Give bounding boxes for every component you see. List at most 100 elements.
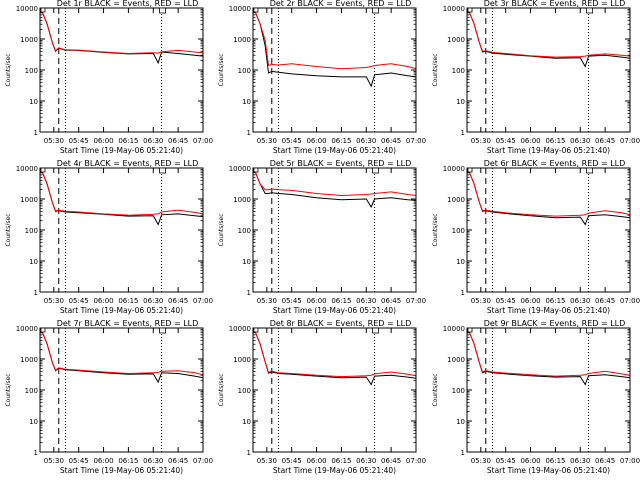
x-tick-label: 05:45: [496, 137, 516, 145]
x-tick-label: 05:30: [257, 137, 277, 145]
x-axis-label: Start Time (19-May-06 05:21:40): [60, 466, 183, 475]
x-tick-label: 05:45: [69, 137, 89, 145]
y-tick-label: 100: [238, 227, 251, 235]
x-tick-label: 06:00: [520, 137, 540, 145]
y-axis-label: Counts/sec: [432, 53, 439, 86]
y-tick-label: 10000: [16, 5, 38, 13]
x-tick-label: 06:15: [331, 457, 351, 465]
plot-frame: [466, 7, 631, 133]
x-tick-label: 06:00: [520, 457, 540, 465]
x-tick-label: 05:30: [257, 457, 277, 465]
y-tick-label: 10000: [229, 5, 251, 13]
x-tick-label: 07:00: [620, 457, 640, 465]
x-tick-label: 07:00: [193, 457, 213, 465]
panel: Det 8r BLACK = Events, RED = LLD Counts/s…: [218, 319, 426, 475]
series-line-black: [253, 8, 416, 88]
y-tick-label: 100: [452, 67, 465, 75]
y-tick-label: 1: [34, 289, 38, 297]
x-tick-label: 05:30: [471, 137, 491, 145]
y-tick-label: 10000: [16, 325, 38, 333]
y-axis-label: Counts/sec: [5, 53, 12, 86]
y-tick-label: 100: [25, 227, 38, 235]
y-tick-label: 10000: [229, 165, 251, 173]
x-tick-label: 06:45: [381, 297, 401, 305]
x-tick-label: 07:00: [406, 137, 426, 145]
plot-frame: [252, 327, 417, 453]
y-tick-label: 100: [452, 227, 465, 235]
series-line-red: [467, 328, 630, 377]
panel: Det 7r BLACK = Events, RED = LLD Counts/s…: [5, 319, 213, 475]
x-tick-label: 07:00: [406, 457, 426, 465]
y-axis-label: Counts/sec: [218, 373, 225, 406]
top-marker-box: [40, 7, 46, 13]
y-tick-label: 10000: [229, 325, 251, 333]
x-tick-label: 06:30: [356, 137, 376, 145]
x-tick-label: 05:30: [471, 457, 491, 465]
series-line-red: [40, 328, 203, 376]
x-tick-label: 06:30: [143, 457, 163, 465]
y-tick-label: 100: [452, 387, 465, 395]
y-tick-label: 10: [29, 418, 38, 426]
y-tick-label: 1: [461, 289, 465, 297]
y-tick-label: 1: [247, 449, 251, 457]
panel: Det 2r BLACK = Events, RED = LLD Counts/s…: [218, 0, 426, 155]
plot-frame: [466, 167, 631, 293]
y-tick-label: 10: [456, 258, 465, 266]
x-axis-label: Start Time (19-May-06 05:21:40): [273, 146, 396, 155]
series-line-red: [253, 328, 416, 378]
x-tick-label: 05:30: [44, 457, 64, 465]
x-tick-label: 05:30: [44, 297, 64, 305]
top-marker-box: [467, 7, 473, 13]
x-axis-label: Start Time (19-May-06 05:21:40): [487, 306, 610, 315]
y-tick-label: 10: [242, 418, 251, 426]
x-axis-label: Start Time (19-May-06 05:21:40): [487, 146, 610, 155]
x-tick-label: 06:45: [381, 457, 401, 465]
y-tick-label: 1000: [20, 36, 38, 44]
x-tick-label: 05:30: [44, 137, 64, 145]
x-tick-label: 05:45: [282, 137, 302, 145]
y-tick-label: 10: [456, 98, 465, 106]
x-tick-label: 06:30: [356, 297, 376, 305]
y-tick-label: 10: [456, 418, 465, 426]
panel-title: Det 3r BLACK = Events, RED = LLD: [484, 0, 626, 8]
panel-title: Det 5r BLACK = Events, RED = LLD: [270, 159, 412, 168]
y-axis-label: Counts/sec: [432, 213, 439, 246]
y-tick-label: 10000: [443, 325, 465, 333]
top-marker-box: [159, 327, 166, 334]
x-tick-label: 06:45: [595, 297, 615, 305]
x-tick-label: 06:00: [93, 137, 113, 145]
x-tick-label: 07:00: [620, 137, 640, 145]
plot-frame: [466, 327, 631, 453]
top-marker-box: [40, 327, 46, 333]
x-tick-label: 06:00: [306, 297, 326, 305]
y-axis-label: Counts/sec: [5, 373, 12, 406]
top-marker-box: [586, 167, 593, 174]
x-tick-label: 05:45: [496, 297, 516, 305]
top-marker-box: [159, 7, 166, 14]
panel: Det 6r BLACK = Events, RED = LLD Counts/s…: [432, 159, 640, 315]
y-tick-label: 1: [34, 129, 38, 137]
series-line-red: [467, 8, 630, 58]
x-tick-label: 06:15: [331, 297, 351, 305]
x-tick-label: 06:00: [93, 457, 113, 465]
x-tick-label: 07:00: [193, 137, 213, 145]
y-axis-label: Counts/sec: [218, 53, 225, 86]
top-marker-box: [372, 327, 379, 334]
panel-title: Det 1r BLACK = Events, RED = LLD: [57, 0, 199, 8]
x-tick-label: 06:45: [381, 137, 401, 145]
panel-title: Det 7r BLACK = Events, RED = LLD: [57, 319, 199, 328]
x-tick-label: 06:45: [168, 457, 188, 465]
x-tick-label: 07:00: [406, 297, 426, 305]
x-tick-label: 06:15: [118, 137, 138, 145]
y-tick-label: 1000: [233, 356, 251, 364]
panel-title: Det 9r BLACK = Events, RED = LLD: [484, 319, 626, 328]
top-marker-box: [253, 327, 259, 333]
top-marker-box: [372, 167, 379, 174]
x-tick-label: 05:45: [282, 297, 302, 305]
y-tick-label: 1: [247, 129, 251, 137]
x-tick-label: 07:00: [620, 297, 640, 305]
x-axis-label: Start Time (19-May-06 05:21:40): [60, 306, 183, 315]
y-tick-label: 1000: [20, 356, 38, 364]
top-marker-box: [467, 327, 473, 333]
y-tick-label: 10: [29, 98, 38, 106]
